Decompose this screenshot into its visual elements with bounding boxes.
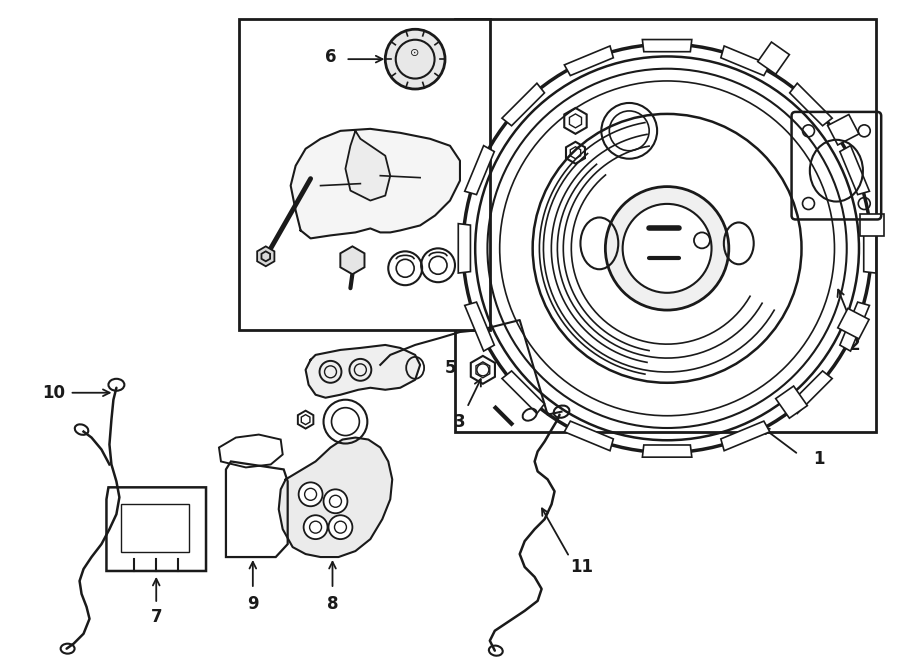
Bar	[455, 19, 877, 432]
Bar	[860, 214, 884, 236]
Circle shape	[303, 515, 328, 539]
Polygon shape	[464, 302, 494, 351]
Polygon shape	[721, 421, 770, 451]
Bar	[828, 115, 859, 145]
Text: 7: 7	[150, 608, 162, 626]
Polygon shape	[643, 40, 692, 52]
Polygon shape	[840, 146, 869, 195]
Polygon shape	[464, 146, 494, 195]
Text: 5: 5	[445, 359, 455, 377]
Text: 3: 3	[454, 412, 466, 430]
Circle shape	[299, 483, 322, 506]
Polygon shape	[291, 129, 460, 238]
Bar	[238, 19, 490, 330]
Polygon shape	[257, 246, 274, 266]
Circle shape	[323, 489, 347, 513]
Polygon shape	[721, 46, 770, 75]
Text: 1: 1	[813, 450, 824, 469]
Polygon shape	[502, 83, 544, 126]
Polygon shape	[346, 131, 391, 201]
Polygon shape	[864, 224, 876, 273]
Circle shape	[623, 204, 712, 293]
Bar	[758, 42, 789, 74]
Bar	[776, 386, 807, 418]
Polygon shape	[502, 371, 544, 414]
Polygon shape	[789, 83, 832, 126]
Text: 2: 2	[849, 336, 860, 354]
Polygon shape	[564, 421, 613, 451]
Text: 10: 10	[42, 384, 65, 402]
Polygon shape	[279, 438, 392, 557]
Text: 6: 6	[325, 48, 337, 66]
Text: 8: 8	[327, 595, 338, 613]
Text: 4: 4	[357, 460, 369, 479]
Polygon shape	[306, 345, 420, 398]
Text: 9: 9	[247, 595, 258, 613]
Circle shape	[328, 515, 353, 539]
Polygon shape	[643, 445, 692, 457]
Polygon shape	[789, 371, 832, 414]
Polygon shape	[564, 46, 613, 75]
Polygon shape	[458, 224, 471, 273]
Text: 11: 11	[570, 558, 593, 576]
Text: ⊙: ⊙	[410, 48, 419, 58]
Circle shape	[385, 29, 445, 89]
Polygon shape	[840, 302, 869, 351]
Bar	[122, 504, 189, 552]
Bar	[838, 308, 869, 339]
Circle shape	[606, 187, 729, 310]
